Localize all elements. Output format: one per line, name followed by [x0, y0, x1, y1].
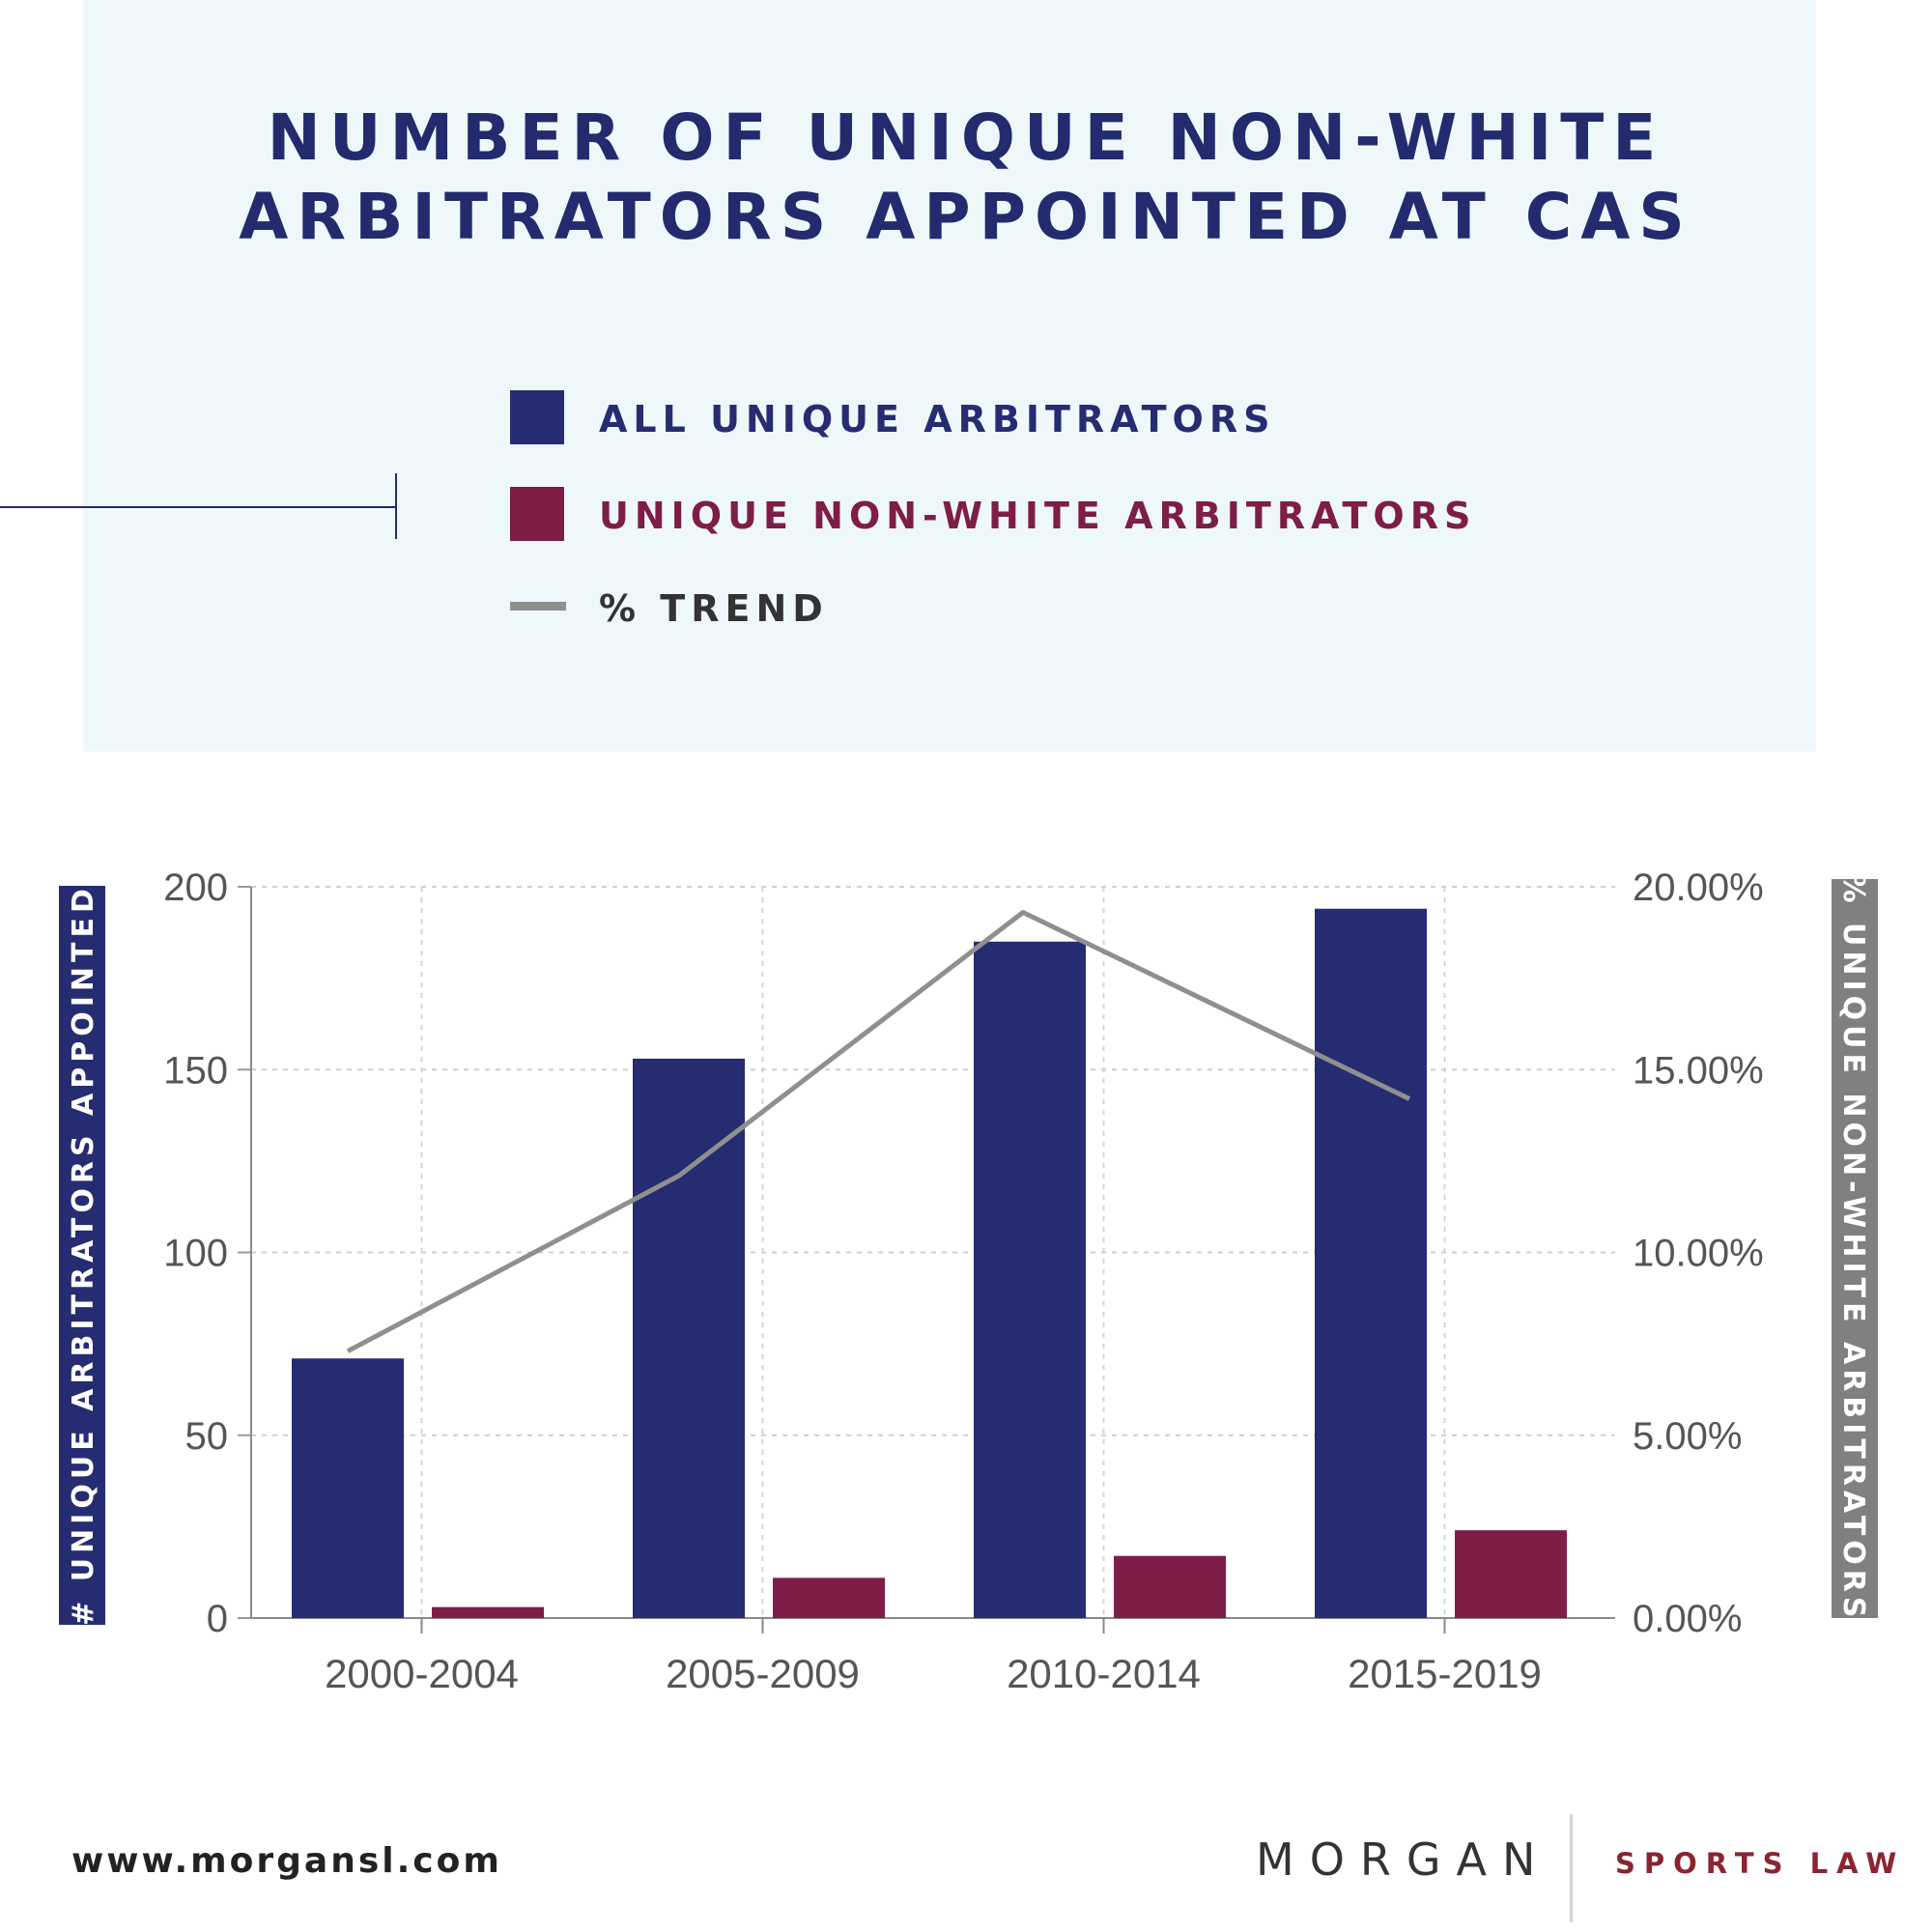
bar-non-white-arbitrators: [1114, 1555, 1226, 1618]
legend-label-non-white-arbitrators: UNIQUE NON-WHITE ARBITRATORS: [599, 495, 1477, 537]
legend-label-all-arbitrators: ALL UNIQUE ARBITRATORS: [599, 398, 1276, 440]
y-right-tick-label: 20.00%: [1633, 867, 1764, 909]
bar-all-arbitrators: [633, 1058, 745, 1618]
y-right-axis-title: % UNIQUE NON-WHITE ARBITRATORS: [1836, 874, 1870, 1623]
bar-non-white-arbitrators: [773, 1577, 885, 1618]
y-right-tick-label: 5.00%: [1633, 1415, 1742, 1458]
x-tick-label: 2010-2014: [1007, 1651, 1201, 1696]
y-axis-title-box: [59, 886, 105, 1625]
bar-non-white-arbitrators: [432, 1606, 544, 1618]
legend-label-trend: % TREND: [599, 587, 829, 630]
y-right-axis-title-box: [1832, 879, 1878, 1618]
x-tick-label: 2005-2009: [666, 1651, 860, 1696]
legend-swatch-non-white-arbitrators: [510, 487, 564, 541]
legend-swatch-all-arbitrators: [510, 390, 564, 444]
legend-swatch-trend: [510, 602, 566, 611]
footer-url: www.morgansl.com: [71, 1841, 502, 1881]
bar-all-arbitrators: [974, 941, 1086, 1618]
bar-non-white-arbitrators: [1455, 1530, 1567, 1618]
y-tick-label: 100: [163, 1233, 228, 1275]
y-tick-label: 0: [207, 1598, 228, 1640]
bar-all-arbitrators: [1315, 908, 1427, 1618]
y-right-tick-label: 10.00%: [1633, 1233, 1764, 1275]
brand-divider: [1570, 1814, 1573, 1922]
y-axis-title: # UNIQUE ARBITRATORS APPOINTED: [67, 884, 100, 1626]
bar-all-arbitrators: [292, 1358, 404, 1618]
y-tick-label: 150: [163, 1049, 228, 1092]
decorative-rule-end: [395, 473, 397, 539]
brand-logo-subtext: SPORTS LAW: [1615, 1847, 1906, 1880]
chart-title-line-2: ARBITRATORS APPOINTED AT CAS: [239, 180, 1693, 254]
brand-logo-text: MORGAN: [1256, 1833, 1551, 1886]
x-tick-label: 2000-2004: [325, 1651, 519, 1696]
y-right-tick-label: 0.00%: [1633, 1598, 1742, 1640]
x-tick-label: 2015-2019: [1348, 1651, 1542, 1696]
header-panel: [83, 0, 1816, 752]
y-tick-label: 50: [185, 1415, 229, 1458]
decorative-rule: [0, 506, 396, 508]
trend-line: [346, 909, 1411, 1353]
y-right-tick-label: 15.00%: [1633, 1049, 1764, 1092]
chart-title-line-1: NUMBER OF UNIQUE NON-WHITE: [267, 100, 1665, 175]
y-tick-label: 200: [163, 867, 228, 909]
